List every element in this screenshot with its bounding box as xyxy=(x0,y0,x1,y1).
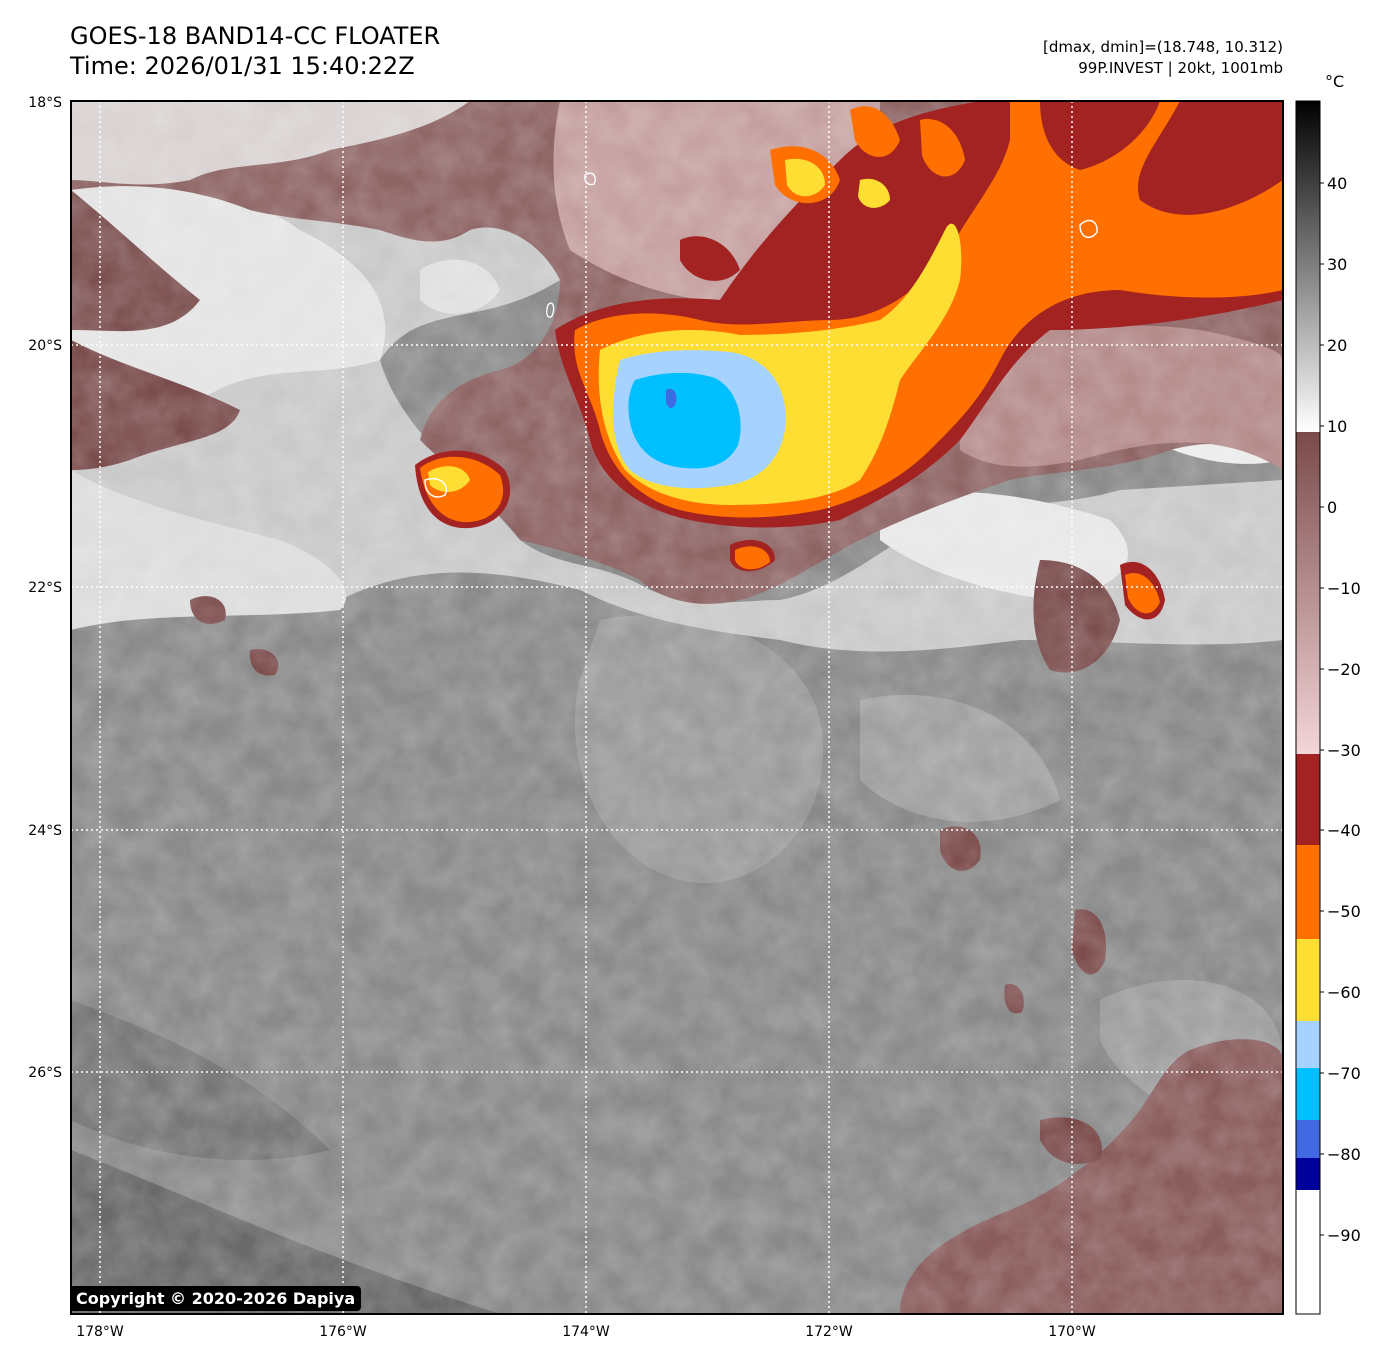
imagery xyxy=(71,101,1283,1314)
lon-label: 170°W xyxy=(1048,1324,1096,1340)
map-title: GOES-18 BAND14-CC FLOATER xyxy=(70,22,441,50)
colorbar-tick-label: −60 xyxy=(1327,983,1361,1002)
colorbar-tick-label: −20 xyxy=(1327,660,1361,679)
colorbar-tick-label: −40 xyxy=(1327,821,1361,840)
colorbar-navy-segment xyxy=(1296,1158,1320,1190)
colorbar-brown-segment xyxy=(1296,432,1320,754)
colorbar-tick-label: −30 xyxy=(1327,741,1361,760)
colorbar-tick-label: −50 xyxy=(1327,902,1361,921)
colorbar-tick-label: 30 xyxy=(1327,255,1347,274)
observation-time: Time: 2026/01/31 15:40:22Z xyxy=(70,52,415,80)
gridlines xyxy=(71,101,1283,1314)
lat-label: 20°S xyxy=(28,338,62,354)
colorbar-tick-label: 20 xyxy=(1327,336,1347,355)
map-frame xyxy=(70,100,1284,1315)
lat-label: 18°S xyxy=(28,95,62,111)
colorbar-tick-label: −80 xyxy=(1327,1145,1361,1164)
colorbar-white-segment xyxy=(1296,1190,1320,1314)
lat-label: 22°S xyxy=(28,580,62,596)
colorbar-lightblue-segment xyxy=(1296,1021,1320,1068)
colorbar-cyan-segment xyxy=(1296,1068,1320,1120)
latitude-labels: 18°S 20°S 22°S 24°S 26°S xyxy=(28,95,62,1081)
lon-label: 178°W xyxy=(76,1324,124,1340)
lat-label: 24°S xyxy=(28,823,62,839)
data-range-info: [dmax, dmin]=(18.748, 10.312) xyxy=(1042,38,1283,56)
colorbar-frame xyxy=(1295,100,1321,1315)
colorbar-tick-label: 0 xyxy=(1327,498,1337,517)
colorbar-tick-label: −10 xyxy=(1327,579,1361,598)
colorbar-tick-label: 10 xyxy=(1327,417,1347,436)
longitude-labels: 178°W 176°W 174°W 172°W 170°W xyxy=(76,1324,1096,1340)
colorbar-gray-segment xyxy=(1296,101,1320,432)
lat-label: 26°S xyxy=(28,1065,62,1081)
lon-label: 176°W xyxy=(319,1324,367,1340)
lon-label: 174°W xyxy=(562,1324,610,1340)
colorbar-tick-label: 40 xyxy=(1327,174,1347,193)
colorbar-tick-label: −90 xyxy=(1327,1226,1361,1245)
colorbar-red-segment xyxy=(1296,754,1320,845)
lon-label: 172°W xyxy=(805,1324,853,1340)
colorbar-orange-segment xyxy=(1296,845,1320,939)
colorbar-yellow-segment xyxy=(1296,939,1320,1021)
storm-info: 99P.INVEST | 20kt, 1001mb xyxy=(1078,59,1283,77)
colorbar-blue-segment xyxy=(1296,1120,1320,1158)
colorbar: 40 30 20 10 0 −10 −20 −30 −40 −50 −60 −7… xyxy=(1295,100,1361,1315)
colorbar-unit: °C xyxy=(1325,72,1345,91)
colorbar-tick-label: −70 xyxy=(1327,1064,1361,1083)
copyright-badge: Copyright © 2020-2026 Dapiya xyxy=(70,1286,362,1311)
